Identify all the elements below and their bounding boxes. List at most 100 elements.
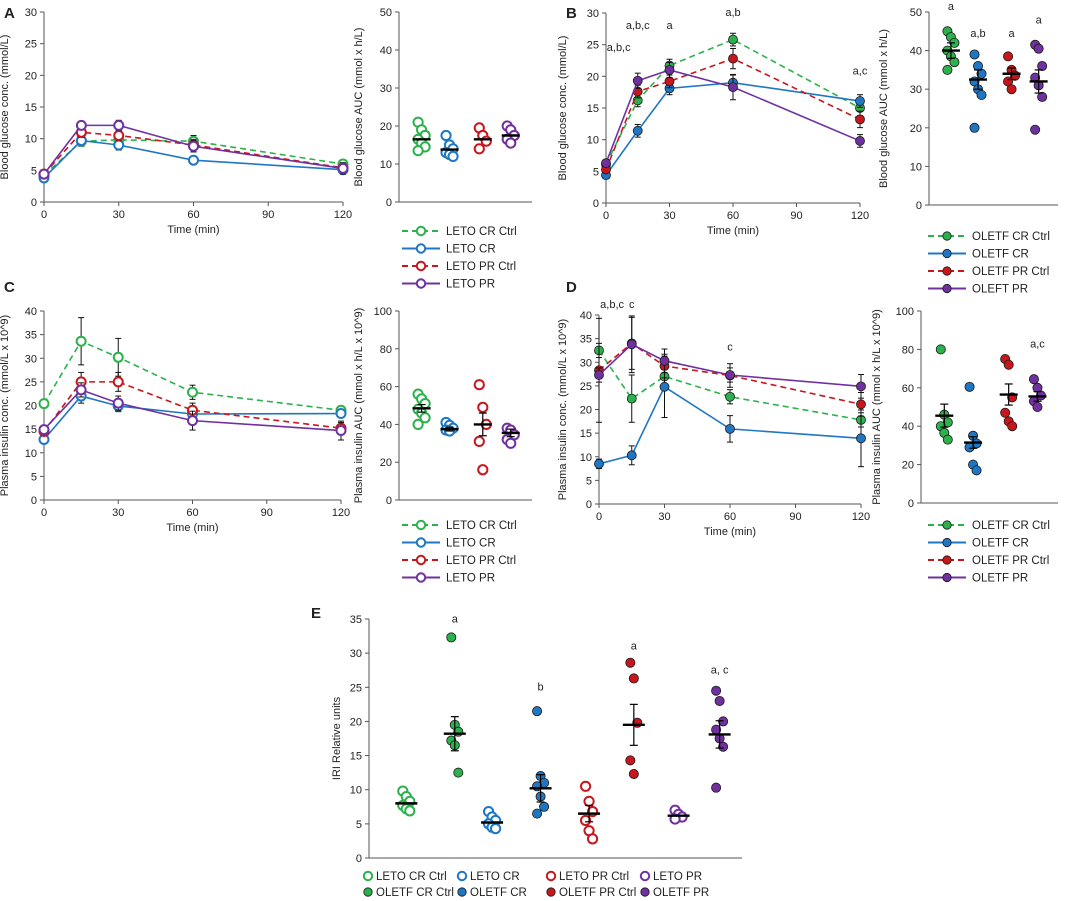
y-tick-label: 0 (386, 197, 392, 209)
data-point (856, 433, 866, 444)
series-leto-pr (38, 382, 347, 441)
legend-swatch-marker (942, 520, 952, 530)
significance-label: a,c (1030, 338, 1045, 350)
y-tick-label: 30 (580, 357, 592, 369)
data-point (1003, 51, 1014, 62)
y-tick-label: 15 (25, 102, 37, 114)
legend-label: OLETF PR Ctrl (972, 266, 1049, 278)
data-point (714, 695, 725, 706)
group-oletf-cr-ctrl (935, 344, 954, 445)
series-line (605, 38, 861, 165)
y-tick-label: 60 (902, 383, 914, 395)
series-line (43, 340, 342, 412)
data-point (335, 408, 347, 420)
data-point (971, 465, 982, 476)
series-line (43, 381, 342, 432)
legend-label: OLETF CR (470, 887, 527, 899)
significance-label: a (1036, 15, 1043, 27)
x-tick-label: 120 (332, 507, 350, 519)
data-point (505, 437, 517, 449)
y-tick-label: 60 (380, 382, 392, 394)
y-tick-label: 0 (593, 198, 599, 210)
data-point (855, 114, 865, 125)
y-tick-label: 20 (902, 460, 914, 472)
data-point (583, 795, 595, 807)
data-point (856, 399, 866, 410)
data-point (949, 57, 960, 68)
data-point (625, 657, 636, 668)
legend-label: LETO CR Ctrl (446, 520, 517, 532)
legend-leto: LETO CR Ctrl LETO CR LETO PR Ctrl LETO PR (402, 519, 517, 585)
data-point (113, 119, 125, 131)
y-tick-label: 20 (25, 401, 37, 413)
significance-label: a,b,c (626, 20, 650, 32)
significance-label: a (948, 1, 955, 13)
y-axis-label: Blood glucose AUC (mmol x h/L) (878, 29, 890, 188)
group-leto-pr (501, 422, 520, 449)
group-oletf-cr-ctrl (941, 26, 960, 75)
data-point (935, 344, 946, 355)
data-point (718, 716, 729, 727)
chart-b-time: 0 5 10 15 20 25 30 Blood glucose conc. (mmol/L)… (557, 7, 869, 237)
y-tick-label: 0 (31, 495, 37, 507)
group-leto-cr-ctrl (395, 785, 418, 817)
group-leto-cr (440, 416, 459, 437)
data-point (473, 143, 485, 155)
significance-label: a (1008, 28, 1015, 40)
x-axis-label: Time (min) (167, 224, 219, 236)
y-tick-label: 0 (586, 499, 592, 511)
y-axis-label: Plasma insulin conc. (mmol/L x 10^9) (0, 315, 11, 496)
legend-label: OLETF CR (972, 538, 1029, 550)
group-oletf-cr (969, 49, 988, 133)
data-point (1032, 401, 1043, 412)
data-point (440, 129, 452, 142)
y-tick-label: 25 (580, 381, 592, 393)
data-point (579, 780, 592, 792)
data-point (75, 335, 87, 347)
chart-a-time: 0 5 10 15 20 25 30 Blood glucose conc. (mmol/L)… (0, 7, 352, 236)
data-point (113, 139, 125, 151)
data-point (1033, 43, 1044, 54)
data-point (532, 706, 543, 717)
y-tick-label: 35 (25, 330, 37, 342)
data-point (659, 381, 670, 392)
y-tick-label: 10 (910, 161, 922, 173)
data-point (628, 673, 639, 684)
x-tick-label: 60 (186, 507, 198, 519)
legend-swatch-marker (942, 283, 952, 294)
legend-swatch-marker (942, 248, 952, 259)
legend-label: LETO PR Ctrl (446, 555, 516, 567)
y-tick-label: 40 (380, 45, 392, 57)
group-leto-cr-ctrl (412, 116, 431, 157)
data-point (725, 391, 735, 402)
y-tick-label: 20 (25, 70, 37, 82)
y-tick-label: 40 (25, 306, 37, 318)
y-axis-label: Plasma insulin AUC (mmol x h/L x 10^9) (353, 308, 365, 504)
data-point (659, 355, 670, 366)
legend-label: LETO CR Ctrl (446, 226, 517, 238)
x-tick-label: 120 (334, 209, 352, 221)
legend-swatch-marker (942, 555, 952, 565)
y-tick-label: 25 (350, 682, 362, 694)
x-axis-label: Time (min) (704, 526, 756, 538)
y-tick-label: 30 (587, 8, 599, 20)
legend-label: OLETF PR Ctrl (972, 555, 1049, 567)
y-tick-label: 80 (902, 344, 914, 356)
data-point (447, 150, 459, 162)
y-tick-label: 5 (586, 475, 592, 487)
x-axis-label: Time (min) (166, 522, 218, 534)
x-tick-label: 90 (790, 210, 802, 222)
y-tick-label: 40 (380, 419, 392, 431)
chart-c-time: 0 5 10 15 20 25 30 35 40 Plasma insulin conc. (mm… (0, 306, 350, 534)
legend-label: LETO CR (470, 871, 520, 883)
data-point (112, 376, 124, 388)
legend-swatch-marker (456, 870, 468, 882)
legend-swatch-marker (415, 278, 427, 289)
data-point (1006, 84, 1017, 95)
legend-swatch-marker (362, 870, 374, 882)
panel-label-c: C (4, 279, 15, 296)
legend-oletf_d: OLETF CR Ctrl OLETF CR OLETF PR Ctrl OLETF … (928, 520, 1050, 585)
x-axis-label: Time (min) (707, 225, 759, 237)
group-leto-cr-ctrl (412, 388, 431, 430)
